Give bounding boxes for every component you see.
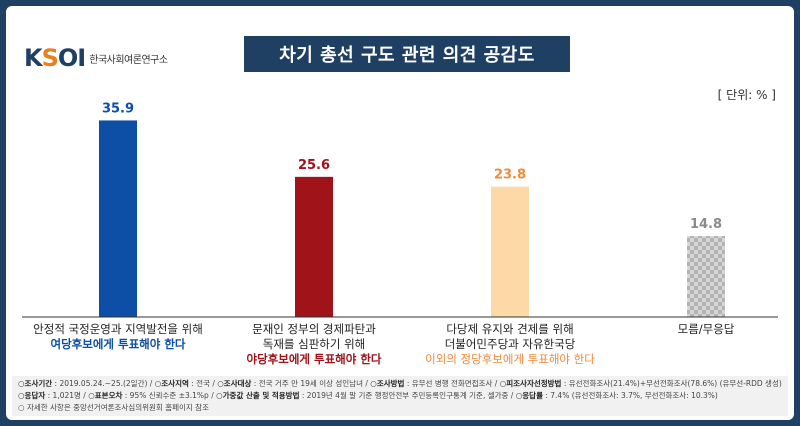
footer-row-2: ○응답자 : 1,021명 / ○표본오차 : 95% 신뢰수준 ±3.1%p … <box>18 390 782 402</box>
bar-chart: 35.9 25.6 23.8 14.8 <box>22 101 778 318</box>
footer-item: ○조사방법 : 유무선 병행 전화면접조사 / <box>370 379 500 388</box>
bar-4 <box>687 235 725 317</box>
logo: KSOI 한국사회여론연구소 <box>24 44 168 72</box>
category-text: 더불어민주당과 자유한국당 <box>444 337 576 351</box>
chart-title: 차기 총선 구도 관련 의견 공감도 <box>244 36 570 72</box>
unit-label: [ 단위: % ] <box>717 88 776 102</box>
category-text: 독재를 심판하기 위해 <box>262 337 366 351</box>
value-label-3: 23.8 <box>494 168 526 183</box>
category-text: 안정적 국정운영과 지역발전을 위해 <box>33 322 203 336</box>
footer-item: ○조사지역 : 전국 / <box>154 379 218 388</box>
logo-mark: KSOI <box>24 44 86 72</box>
footer-item: ○응답률 : 7.4% (유선전화조사: 3.7%, 무선전화조사: 10.3%… <box>515 391 718 400</box>
category-text: 문재인 정부의 경제파탄과 <box>252 322 376 336</box>
category-text: 다당제 유지와 견제를 위해 <box>446 322 574 336</box>
survey-footer: ○조사기간 : 2019.05.24.~25.(2일간) / ○조사지역 : 전… <box>12 376 788 416</box>
category-text: 모름/무응답 <box>677 322 735 336</box>
footer-row-1: ○조사기간 : 2019.05.24.~25.(2일간) / ○조사지역 : 전… <box>18 378 782 390</box>
value-label-4: 14.8 <box>690 217 722 232</box>
footer-row-3: ○ 자세한 사항은 중앙선거여론조사심의위원회 홈페이지 참조 <box>18 403 209 412</box>
value-label-2: 25.6 <box>298 158 330 173</box>
bar-2 <box>295 176 333 317</box>
footer-item: ○피조사자선정방법 : 유선전화조사(21.4%)+무선전화조사(78.6%) … <box>499 379 782 388</box>
category-emphasis: 이외의 정당후보에게 투표해야 한다 <box>425 352 595 366</box>
footer-item: ○표본오차 : 95% 신뢰수준 ±3.1%p / <box>88 391 217 400</box>
footer-item: ○응답자 : 1,021명 / <box>18 391 89 400</box>
footer-note: 자세한 사항은 중앙선거여론조사심의위원회 홈페이지 참조 <box>26 403 209 412</box>
footer-item: ○조사대상 : 전국 거주 만 19세 이상 성인남녀 / <box>217 379 371 388</box>
chart-frame: KSOI 한국사회여론연구소 차기 총선 구도 관련 의견 공감도 [ 단위: … <box>6 6 794 420</box>
category-emphasis: 야당후보에게 투표해야 한다 <box>246 352 382 366</box>
category-emphasis: 여당후보에게 투표해야 한다 <box>50 337 186 351</box>
category-label-4: 모름/무응답 <box>608 322 794 337</box>
category-label-1: 안정적 국정운영과 지역발전을 위해 여당후보에게 투표해야 한다 <box>20 322 216 352</box>
org-name: 한국사회여론연구소 <box>89 54 168 66</box>
footer-item: ○가중값 산출 및 적용방법 : 2019년 4월 말 기준 행정안전부 주민등… <box>216 391 516 400</box>
category-label-2: 문재인 정부의 경제파탄과 독재를 심판하기 위해 야당후보에게 투표해야 한다 <box>216 322 412 367</box>
bar-1 <box>99 120 137 317</box>
value-label-1: 35.9 <box>102 101 134 116</box>
footer-item: ○조사기간 : 2019.05.24.~25.(2일간) / <box>18 379 155 388</box>
bar-3 <box>491 186 529 317</box>
category-label-3: 다당제 유지와 견제를 위해 더불어민주당과 자유한국당 이외의 정당후보에게 투표… <box>412 322 608 367</box>
